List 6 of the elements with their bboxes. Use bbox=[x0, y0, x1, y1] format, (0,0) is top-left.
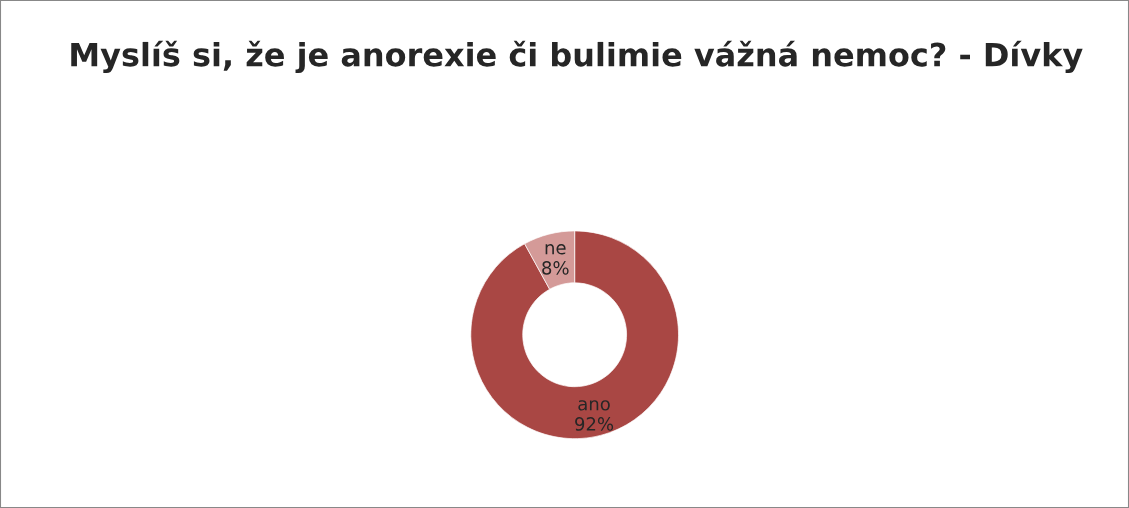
data-label: 8% bbox=[542, 261, 569, 275]
slice-label: ano bbox=[578, 400, 610, 411]
data-label: 92% bbox=[575, 417, 614, 431]
donut-slice bbox=[470, 230, 679, 439]
chart-title: Myslíš si, že je anorexie či bulimie vážná nemoc? - Dívky bbox=[71, 40, 1083, 74]
slice-label: ne bbox=[545, 244, 566, 255]
